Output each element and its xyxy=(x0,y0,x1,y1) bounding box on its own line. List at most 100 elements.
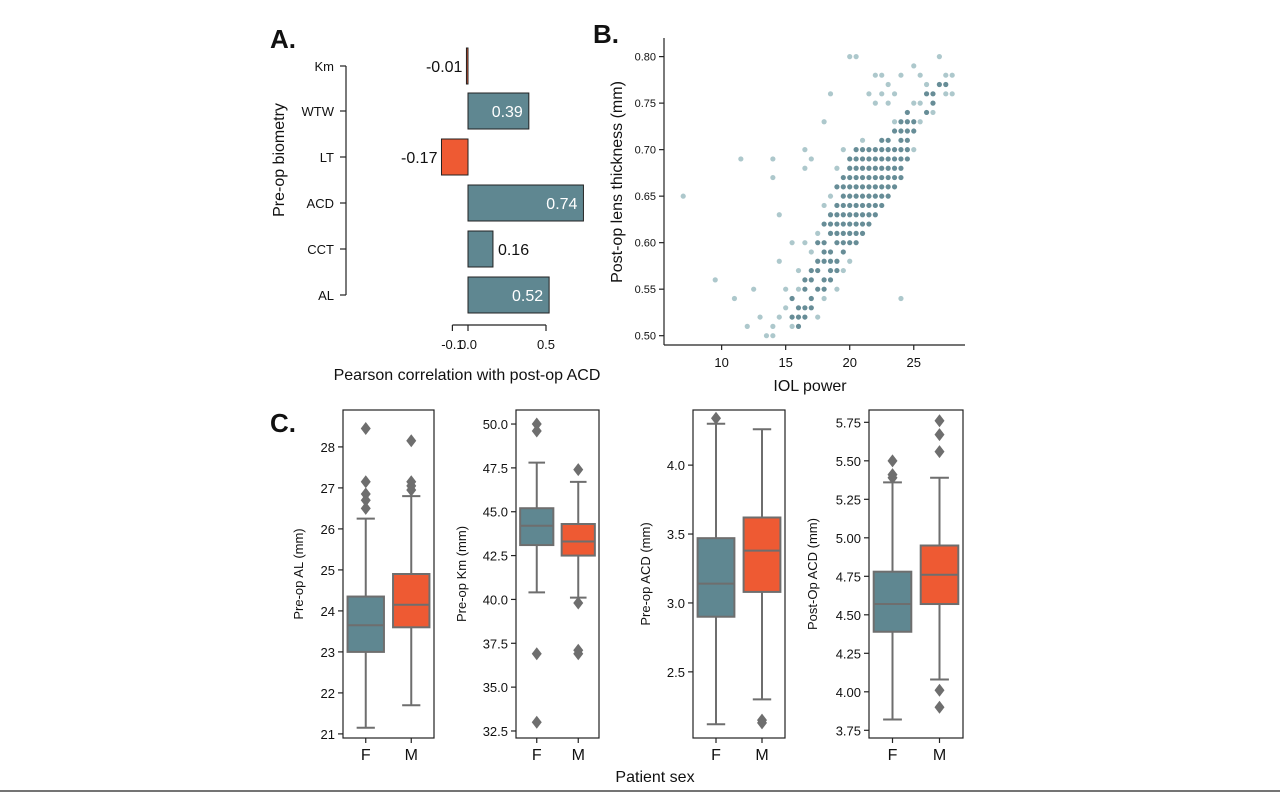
panel-b-point xyxy=(795,267,802,274)
panel-c-ytick-label: 47.5 xyxy=(483,461,508,476)
panel-a-bar xyxy=(467,92,530,130)
panel-c-xtick-label: M xyxy=(755,747,768,764)
panel-c-xtick-label: M xyxy=(405,747,418,764)
panel-b-point xyxy=(789,295,795,302)
panel-b-point xyxy=(815,267,821,274)
panel-b-point xyxy=(911,119,917,125)
panel-a-letter: A. xyxy=(270,24,296,54)
panel-b-ytick-label: 0.75 xyxy=(635,98,656,110)
panel-b-point xyxy=(840,202,846,209)
panel-c-shared-xlabel: Patient sex xyxy=(615,769,694,786)
panel-b-point xyxy=(789,323,795,329)
panel-a-ytick-label: WTW xyxy=(302,104,335,119)
panel-c-outlier xyxy=(360,421,371,435)
panel-b-point xyxy=(904,156,910,162)
panel-a-value-label: 0.16 xyxy=(498,242,529,259)
panel-c-outlier xyxy=(887,454,898,468)
panel-c-outlier xyxy=(757,713,767,727)
panel-b-point xyxy=(840,147,846,153)
panel-b-xtick-label: 25 xyxy=(907,355,921,370)
panel-b-point xyxy=(847,165,853,171)
panel-b-point xyxy=(885,100,891,106)
panel-b-point xyxy=(872,212,878,218)
panel-b-point xyxy=(847,184,853,190)
panel-b-point xyxy=(731,295,738,302)
panel-c-ytick-label: 24 xyxy=(321,604,335,619)
panel-c-boxplots: C. Pre-op AL (mm) 21 22 23 24 25 26 27 28 F M Pre-o… xyxy=(270,408,964,786)
panel-b-point xyxy=(904,137,910,143)
panel-c-box xyxy=(872,570,913,633)
panel-b-point xyxy=(834,286,840,292)
panel-b-point xyxy=(744,323,750,329)
panel-b-xtick-label: 15 xyxy=(778,355,792,370)
panel-b-point xyxy=(834,258,840,264)
panel-b-point xyxy=(898,72,904,78)
panel-b-point xyxy=(827,277,834,283)
panel-c-letter: C. xyxy=(270,408,296,438)
panel-b-point xyxy=(898,295,904,302)
panel-c-xtick-label: F xyxy=(888,747,898,764)
panel-b-point xyxy=(757,314,763,320)
panel-b-point xyxy=(853,212,859,218)
panel-b-point xyxy=(904,128,910,134)
panel-b-point xyxy=(808,156,814,162)
panel-b-point xyxy=(891,128,898,134)
panel-b-point xyxy=(866,165,872,171)
panel-b-point xyxy=(815,240,821,246)
panel-c-ytick-label: 5.00 xyxy=(836,531,861,546)
panel-b-point xyxy=(866,221,872,227)
panel-c-ytick-label: 21 xyxy=(321,727,335,742)
panel-b-point xyxy=(872,165,878,171)
panel-c-ytick-label: 28 xyxy=(321,440,335,455)
panel-b-point xyxy=(776,314,782,320)
panel-b-point xyxy=(821,249,827,255)
panel-b-point xyxy=(847,156,853,162)
panel-c-outlier xyxy=(360,475,371,489)
panel-b-point xyxy=(936,54,942,60)
panel-c-ytick-label: 4.75 xyxy=(836,569,861,584)
panel-c-ytick-label: 4.25 xyxy=(836,646,861,661)
panel-a-ytick-label: LT xyxy=(320,150,334,165)
panel-b-point xyxy=(802,305,808,311)
panel-b-point xyxy=(834,267,840,274)
panel-c-ytick-label: 35.0 xyxy=(483,680,508,695)
panel-c-box xyxy=(696,537,736,618)
panel-b-point xyxy=(853,230,859,236)
panel-b-point xyxy=(859,202,866,209)
panel-b-point xyxy=(891,156,898,162)
panel-b-point xyxy=(859,230,866,236)
panel-b-point xyxy=(891,147,898,153)
panel-b-point xyxy=(859,147,866,153)
panel-c-xtick-label: F xyxy=(711,747,721,764)
panel-b-point xyxy=(898,128,904,134)
panel-b-point xyxy=(917,119,923,125)
panel-b-point xyxy=(898,174,904,181)
panel-b-point xyxy=(911,100,917,106)
panel-b-point xyxy=(930,109,936,116)
panel-b-xlabel: IOL power xyxy=(773,378,847,395)
panel-b-point xyxy=(853,221,859,227)
panel-b-scatter: B. Post-op lens thickness (mm) IOL power… xyxy=(593,19,965,395)
panel-c-outlier xyxy=(934,445,945,459)
panel-b-point xyxy=(859,174,866,181)
panel-c-ytick-label: 40.0 xyxy=(483,592,508,607)
panel-b-point xyxy=(827,249,834,255)
panel-b-point xyxy=(840,221,846,227)
panel-c-frame xyxy=(342,409,435,739)
panel-b-point xyxy=(911,147,917,153)
panel-b-point xyxy=(949,72,955,78)
panel-b-point xyxy=(815,286,821,292)
panel-b-point xyxy=(866,212,872,218)
panel-b-point xyxy=(885,184,891,190)
panel-b-point xyxy=(808,295,814,302)
panel-c-frame xyxy=(515,409,600,739)
panel-b-point xyxy=(859,137,866,143)
panel-c-ytick-label: 5.50 xyxy=(836,454,861,469)
panel-a-bar xyxy=(467,184,584,222)
panel-b-point xyxy=(827,258,834,264)
panel-b-point xyxy=(815,230,821,236)
panel-c-frame xyxy=(868,409,964,739)
panel-b-point xyxy=(795,286,802,292)
panel-c-outlier xyxy=(531,647,542,661)
panel-c-ylabel: Pre-op ACD (mm) xyxy=(638,522,653,625)
